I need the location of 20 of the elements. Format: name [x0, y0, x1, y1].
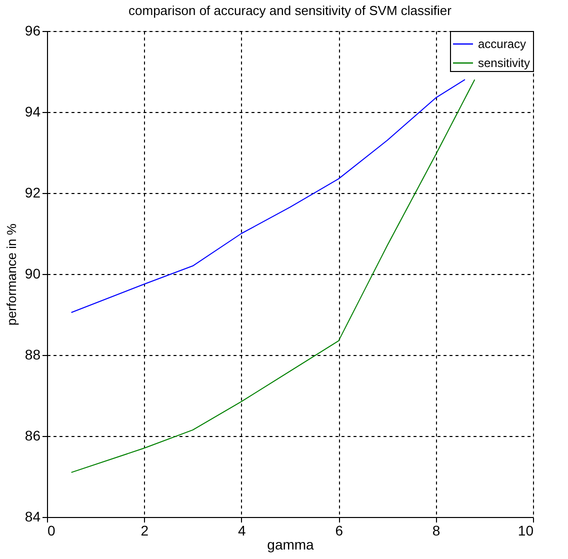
line-series [70, 79, 476, 473]
x-tick-label: 0 [48, 522, 56, 538]
y-tick-label: 84 [24, 508, 41, 524]
x-axis-title: gamma [267, 536, 314, 552]
x-tick-label: 6 [335, 522, 344, 538]
y-tick-label: 94 [24, 104, 41, 120]
legend-label: accuracy [478, 37, 526, 51]
y-tick-label: 90 [24, 266, 41, 282]
y-tick-label: 96 [24, 22, 41, 38]
legend-label: sensitivity [478, 56, 530, 70]
x-tick-label: 10 [518, 522, 534, 538]
line-series [70, 79, 466, 313]
x-tick-label: 4 [238, 522, 246, 538]
y-tick-label: 86 [24, 428, 41, 444]
y-tick-label: 92 [24, 184, 41, 200]
y-tick-label: 88 [24, 346, 41, 362]
x-tick-label: 2 [140, 522, 149, 538]
y-axis-title: performance in % [4, 223, 19, 326]
x-tick-label: 8 [432, 522, 440, 538]
chart-title: comparison of accuracy and sensitivity of SVM classifier [128, 3, 452, 18]
